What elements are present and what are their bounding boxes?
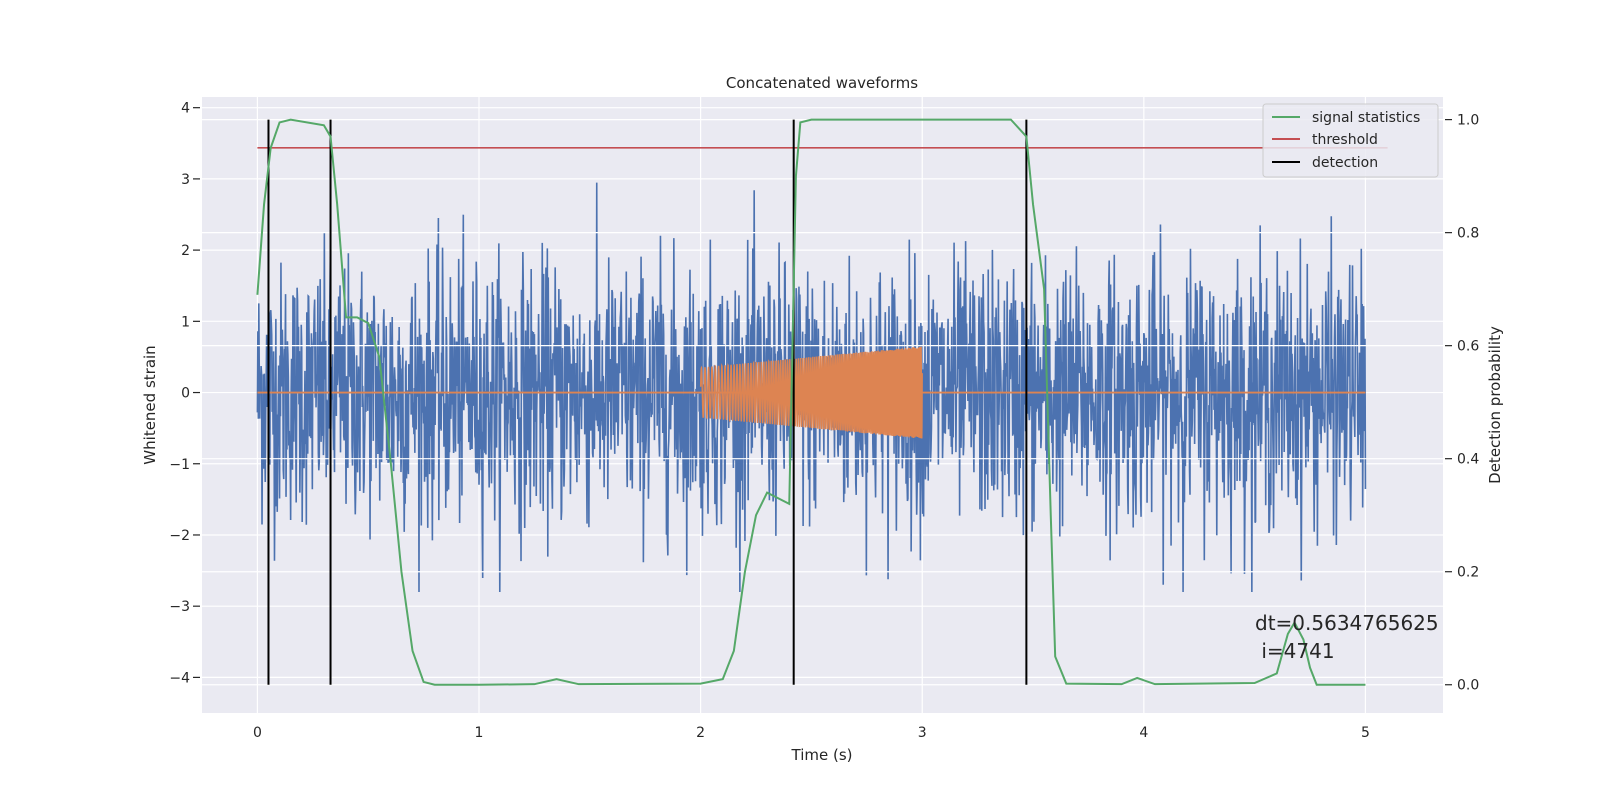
y2-tick-label: 0.8	[1457, 226, 1479, 242]
x-tick-label: 2	[696, 725, 705, 741]
legend-label-threshold: threshold	[1312, 132, 1378, 148]
x-tick-label: 3	[918, 725, 927, 741]
signal-statistics-line	[256, 118, 1366, 686]
x-tick-label: 0	[253, 725, 262, 741]
y-tick-label: −4	[169, 670, 190, 686]
injection-series-line	[699, 346, 923, 439]
y-tick-label: −3	[169, 599, 190, 615]
y-tick-label: 1	[181, 314, 190, 330]
y-axis-ticks: −4 −3 −2 −1 0 1 2 3 4	[169, 101, 200, 686]
y-tick-label: −2	[169, 528, 190, 544]
legend-label-signal-statistics: signal statistics	[1312, 110, 1420, 126]
noise-series-line	[256, 182, 1367, 592]
x-tick-label: 5	[1361, 725, 1370, 741]
y2-tick-label: 0.2	[1457, 565, 1479, 581]
chart-title: Concatenated waveforms	[726, 74, 918, 92]
y-tick-label: −1	[169, 457, 190, 473]
y2-axis-title: Detection probability	[1486, 326, 1504, 484]
x-tick-label: 4	[1139, 725, 1148, 741]
x-axis-title: Time (s)	[791, 746, 853, 764]
x-axis-ticks: 0 1 2 3 4 5	[253, 725, 1370, 741]
detection-lines	[267, 119, 1028, 685]
x-tick-label: 1	[475, 725, 484, 741]
y2-tick-label: 1.0	[1457, 113, 1479, 129]
y-tick-label: 3	[181, 172, 190, 188]
y-tick-label: 4	[181, 101, 190, 117]
annotation-index: i=4741	[1255, 639, 1335, 663]
y-tick-label: 0	[181, 386, 190, 402]
annotation-dt: dt=0.5634765625	[1255, 611, 1439, 635]
legend-label-detection: detection	[1312, 155, 1378, 171]
legend: signal statistics threshold detection	[1262, 103, 1439, 178]
y-tick-label: 2	[181, 243, 190, 259]
y2-tick-label: 0.6	[1457, 339, 1479, 355]
y2-axis-ticks: 0.0 0.2 0.4 0.6 0.8 1.0	[1445, 113, 1479, 694]
plot-area	[202, 118, 1443, 686]
legend-frame	[1262, 103, 1439, 178]
y2-tick-label: 0.4	[1457, 452, 1479, 468]
y-axis-title: Whitened strain	[141, 345, 159, 464]
y2-tick-label: 0.0	[1457, 678, 1479, 694]
